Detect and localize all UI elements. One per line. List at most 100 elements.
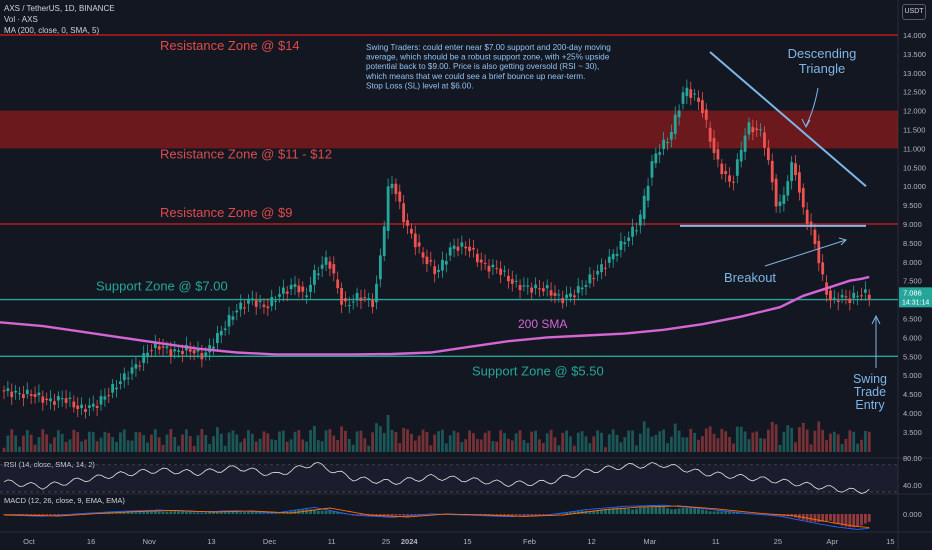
candle-body xyxy=(134,364,138,369)
volume-bar xyxy=(316,440,320,452)
volume-bar xyxy=(487,430,491,452)
macd-histogram-bar xyxy=(146,510,149,514)
volume-bar xyxy=(371,432,374,452)
note-text-line: potential back to $9.00. Price is also g… xyxy=(366,62,599,71)
candle-body xyxy=(433,266,437,275)
volume-bar xyxy=(192,445,196,452)
candle-body xyxy=(406,220,409,226)
macd-histogram-bar xyxy=(565,512,568,514)
volume-bar xyxy=(305,441,309,452)
candle-body xyxy=(130,367,134,374)
macd-histogram-bar xyxy=(735,512,739,514)
y-tick-label: 13.500 xyxy=(903,50,926,59)
volume-bar xyxy=(258,438,262,452)
candle-body xyxy=(782,194,786,204)
volume-bar xyxy=(460,442,464,452)
volume-bar xyxy=(196,435,200,452)
volume-bar xyxy=(778,444,782,452)
volume-bar xyxy=(410,433,413,452)
candle-body xyxy=(701,100,704,114)
macd-histogram-bar xyxy=(541,514,545,516)
candle-body xyxy=(41,396,45,403)
candle-body xyxy=(355,293,359,301)
candle-body xyxy=(161,346,165,348)
volume-bar xyxy=(452,430,456,452)
volume-bar xyxy=(759,438,762,452)
candle-body xyxy=(770,160,774,183)
y-tick-label: 4.500 xyxy=(903,390,922,399)
candle-body xyxy=(561,298,565,304)
volume-bar xyxy=(770,421,774,452)
y-tick-label: 6.000 xyxy=(903,333,922,342)
macd-histogram-bar xyxy=(340,512,343,514)
candle-body xyxy=(274,300,277,302)
candle-body xyxy=(29,394,33,396)
candle-body xyxy=(107,395,111,397)
volume-bar xyxy=(281,430,285,452)
rsi-line xyxy=(3,462,870,494)
x-tick-label: 12 xyxy=(587,537,595,546)
macd-histogram-bar xyxy=(6,514,10,515)
macd-histogram-bar xyxy=(863,514,867,524)
volume-bar xyxy=(351,444,355,452)
volume-bar xyxy=(153,429,157,452)
triangle-label: Triangle xyxy=(799,61,845,76)
volume-bar xyxy=(95,441,99,452)
candle-body xyxy=(119,381,122,385)
candle-body xyxy=(200,353,204,360)
volume-bar xyxy=(441,429,444,452)
candle-body xyxy=(743,135,747,152)
volume-bar xyxy=(22,435,25,452)
candle-body xyxy=(530,287,534,293)
candle-body xyxy=(95,405,99,408)
macd-histogram-bar xyxy=(867,514,871,522)
macd-histogram-bar xyxy=(274,513,277,514)
macd-histogram-bar xyxy=(666,508,669,514)
volume-bar xyxy=(274,439,277,452)
volume-bar xyxy=(483,432,487,452)
candle-body xyxy=(122,373,126,381)
macd-histogram-bar xyxy=(627,508,631,514)
candle-body xyxy=(673,114,677,134)
candle-body xyxy=(534,284,537,289)
candle-body xyxy=(448,247,452,256)
volume-bar xyxy=(41,429,45,452)
volume-bar xyxy=(522,440,526,452)
macd-histogram-bar xyxy=(518,514,522,516)
candle-body xyxy=(596,271,600,275)
volume-bar xyxy=(619,442,623,452)
volume-bar xyxy=(142,434,146,452)
candle-body xyxy=(844,296,848,298)
macd-histogram-bar xyxy=(650,506,654,514)
macd-histogram-bar xyxy=(2,514,6,515)
currency-button[interactable]: USDT xyxy=(902,4,926,20)
volume-bar xyxy=(507,438,510,452)
candle-body xyxy=(553,292,557,296)
macd-histogram-bar xyxy=(413,514,417,516)
candle-body xyxy=(402,203,406,223)
candle-body xyxy=(332,264,336,274)
macd-histogram-bar xyxy=(588,510,592,514)
volume-bar xyxy=(728,437,731,452)
candle-body xyxy=(177,350,180,352)
macd-histogram-bar xyxy=(805,514,809,521)
macd-histogram-bar xyxy=(561,513,565,514)
volume-bar xyxy=(138,432,142,452)
candle-body xyxy=(22,394,25,399)
volume-bar xyxy=(223,445,227,452)
candle-body xyxy=(421,252,425,258)
ma-indicator-line: MA (200, close, 0, SMA, 5) xyxy=(4,26,100,35)
macd-histogram-bar xyxy=(37,514,41,516)
candle-body xyxy=(557,294,561,296)
volume-bar xyxy=(188,436,192,452)
candle-body xyxy=(809,221,813,228)
volume-bar xyxy=(173,436,177,452)
x-tick-label: 11 xyxy=(712,537,720,546)
volume-bar xyxy=(243,438,246,452)
candle-body xyxy=(270,296,274,307)
macd-histogram-bar xyxy=(235,511,239,514)
macd-title: MACD (12, 26, close, 9, EMA, EMA) xyxy=(4,496,125,505)
volume-bar xyxy=(813,430,817,452)
volume-bar xyxy=(607,434,611,452)
